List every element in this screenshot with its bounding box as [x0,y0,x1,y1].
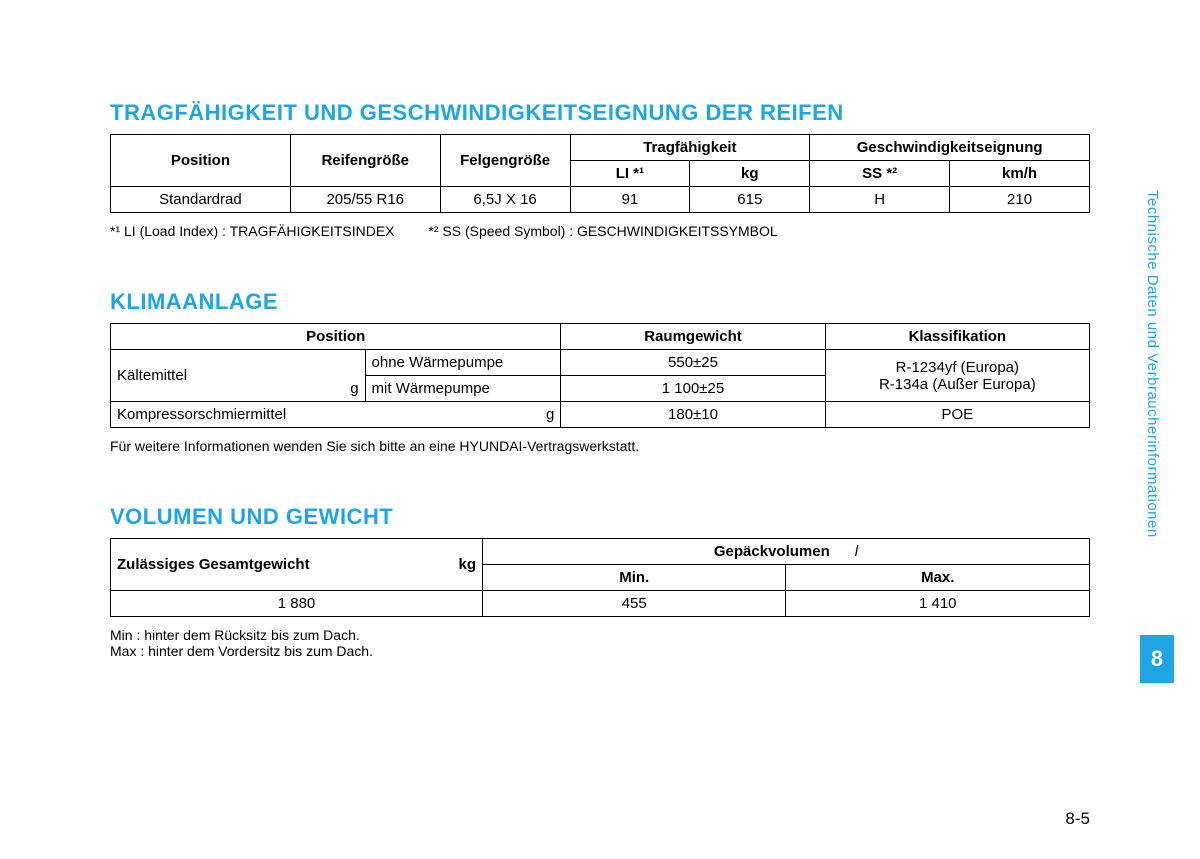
tires-title: TRAGFÄHIGKEIT UND GESCHWINDIGKEITSEIGNUN… [110,100,1090,126]
th-kmh: km/h [950,161,1090,187]
vw-footnotes: Min : hinter dem Rücksitz bis zum Dach. … [110,627,1090,659]
th-max: Max. [786,565,1090,591]
th-ss: SS *² [810,161,950,187]
table-row: Kältemittel g ohne Wärmepumpe 550±25 R-1… [111,350,1090,376]
classification-line2: R-134a (Außer Europa) [832,376,1083,393]
classification-line1: R-1234yf (Europa) [832,359,1083,376]
luggage-label: Gepäckvolumen [714,543,830,560]
ac-table: Position Raumgewicht Klassifikation Kält… [110,323,1090,428]
td-with-hp-val: 1 100±25 [561,376,825,402]
td-ss: H [810,187,950,213]
page-content: TRAGFÄHIGKEIT UND GESCHWINDIGKEITSEIGNUN… [0,0,1200,699]
tires-table: Position Reifengröße Felgengröße Tragfäh… [110,134,1090,213]
td-classification-ref: R-1234yf (Europa) R-134a (Außer Europa) [825,350,1089,402]
footnote-ss: *² SS (Speed Symbol) : GESCHWINDIGKEITSS… [428,223,777,239]
th-gross-weight: Zulässiges Gesamtgewicht [111,539,424,591]
th-position: Position [111,135,291,187]
th-li: LI *¹ [570,161,690,187]
th-luggage: Gepäckvolumen l [483,539,1090,565]
vw-table: Zulässiges Gesamtgewicht kg Gepäckvolume… [110,538,1090,617]
table-row: Position Raumgewicht Klassifikation [111,324,1090,350]
th-kg: kg [424,539,483,591]
chapter-badge: 8 [1140,635,1174,683]
td-tire-size: 205/55 R16 [290,187,440,213]
td-unit-g2: g [365,402,561,428]
footnote-max: Max : hinter dem Vordersitz bis zum Dach… [110,643,1090,659]
th-position: Position [111,324,561,350]
th-kg: kg [690,161,810,187]
td-min: 455 [483,591,786,617]
td-compressor: Kompressorschmiermittel [111,402,366,428]
th-density: Raumgewicht [561,324,825,350]
th-speed-rating: Geschwindigkeitseignung [810,135,1090,161]
table-row: 1 880 455 1 410 [111,591,1090,617]
td-without-hp-val: 550±25 [561,350,825,376]
table-row: Zulässiges Gesamtgewicht kg Gepäckvolume… [111,539,1090,565]
td-compressor-val: 180±10 [561,402,825,428]
th-load-capacity: Tragfähigkeit [570,135,810,161]
ac-footnote: Für weitere Informationen wenden Sie sic… [110,438,1090,454]
td-compressor-class: POE [825,402,1089,428]
vw-title: VOLUMEN UND GEWICHT [110,504,1090,530]
tires-footnotes: *¹ LI (Load Index) : TRAGFÄHIGKEITSINDEX… [110,223,1090,239]
table-row: Kompressorschmiermittel g 180±10 POE [111,402,1090,428]
table-row: Position Reifengröße Felgengröße Tragfäh… [111,135,1090,161]
td-li: 91 [570,187,690,213]
page-number: 8-5 [1065,809,1090,829]
table-row: Standardrad 205/55 R16 6,5J X 16 91 615 … [111,187,1090,213]
th-classification: Klassifikation [825,324,1089,350]
th-rim-size: Felgengröße [440,135,570,187]
td-weight: 1 880 [111,591,483,617]
td-kmh: 210 [950,187,1090,213]
td-with-hp: mit Wärmepumpe [365,376,561,402]
td-without-hp: ohne Wärmepumpe [365,350,561,376]
luggage-unit: l [855,543,858,560]
td-max: 1 410 [786,591,1090,617]
td-position: Standardrad [111,187,291,213]
td-unit-g: g [326,350,365,402]
td-refrigerant: Kältemittel [111,350,326,402]
side-tab: Technische Daten und Verbraucherinformat… [1144,190,1168,538]
footnote-li: *¹ LI (Load Index) : TRAGFÄHIGKEITSINDEX [110,223,395,239]
th-tire-size: Reifengröße [290,135,440,187]
td-rim-size: 6,5J X 16 [440,187,570,213]
ac-title: KLIMAANLAGE [110,289,1090,315]
td-kg: 615 [690,187,810,213]
side-label: Technische Daten und Verbraucherinformat… [1144,190,1161,538]
th-min: Min. [483,565,786,591]
footnote-min: Min : hinter dem Rücksitz bis zum Dach. [110,627,1090,643]
